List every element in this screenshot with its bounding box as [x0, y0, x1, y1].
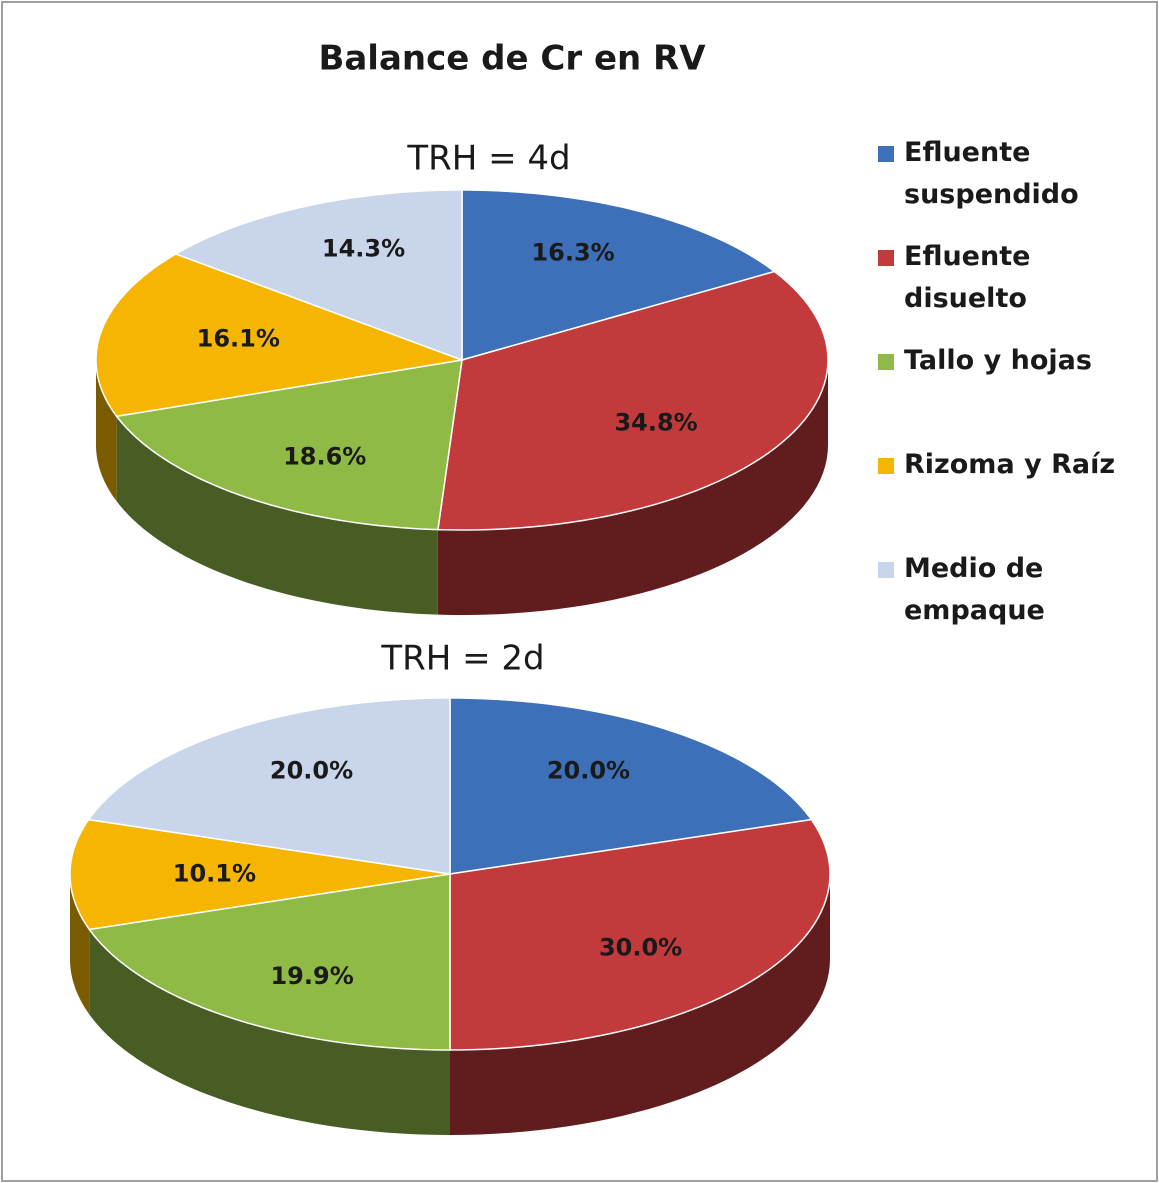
- legend-swatch: [878, 354, 894, 370]
- slice-side: [70, 874, 90, 1015]
- legend-item: Tallo y hojas: [878, 340, 1148, 444]
- slice: [174, 189, 463, 362]
- pie-title: TRH = 2d: [380, 639, 544, 679]
- legend: Efluente suspendido Efluente disuelto Tall…: [878, 132, 1148, 652]
- legend-label: Rizoma y Raíz: [904, 449, 1116, 480]
- data-label: 16.1%: [197, 325, 280, 353]
- data-label: 20.0%: [547, 756, 630, 784]
- data-label: 16.3%: [531, 238, 614, 266]
- slice: [95, 253, 465, 418]
- legend-label: Tallo y hojas: [904, 345, 1092, 376]
- legend-swatch: [878, 146, 894, 162]
- slice: [461, 189, 777, 361]
- data-label: 19.9%: [270, 962, 353, 990]
- slice: [449, 818, 831, 1051]
- slice: [87, 697, 451, 875]
- legend-label: Medio de empaque: [904, 553, 1045, 626]
- data-label: 34.8%: [614, 408, 697, 436]
- slice-side: [437, 360, 828, 615]
- pie-title: TRH = 4d: [406, 139, 570, 179]
- slice-side: [89, 929, 450, 1135]
- data-label: 18.6%: [283, 442, 366, 470]
- slice: [69, 818, 451, 931]
- legend-swatch: [878, 250, 894, 266]
- slice-side: [450, 874, 830, 1135]
- slice-side: [96, 360, 117, 502]
- data-label: 14.3%: [322, 235, 405, 263]
- slice: [437, 270, 829, 531]
- legend-item: Medio de empaque: [878, 548, 1148, 652]
- data-label: 10.1%: [173, 859, 256, 887]
- legend-label: Efluente suspendido: [904, 137, 1079, 210]
- legend-item: Efluente suspendido: [878, 132, 1148, 236]
- data-label: 30.0%: [599, 933, 682, 961]
- pies: TRH = 4d 16.3% 34.8% 18.6% 16.1% 14.3% TRH = 2…: [69, 139, 831, 1135]
- slice-side: [116, 416, 438, 615]
- data-label: 20.0%: [270, 756, 353, 784]
- legend-swatch: [878, 458, 894, 474]
- slice: [449, 697, 813, 875]
- chart-title: Balance de Cr en RV: [318, 39, 706, 79]
- legend-item: Efluente disuelto: [878, 236, 1148, 340]
- legend-item: Rizoma y Raíz: [878, 444, 1148, 548]
- legend-swatch: [878, 562, 894, 578]
- legend-label: Efluente disuelto: [904, 241, 1031, 314]
- slice: [88, 873, 451, 1051]
